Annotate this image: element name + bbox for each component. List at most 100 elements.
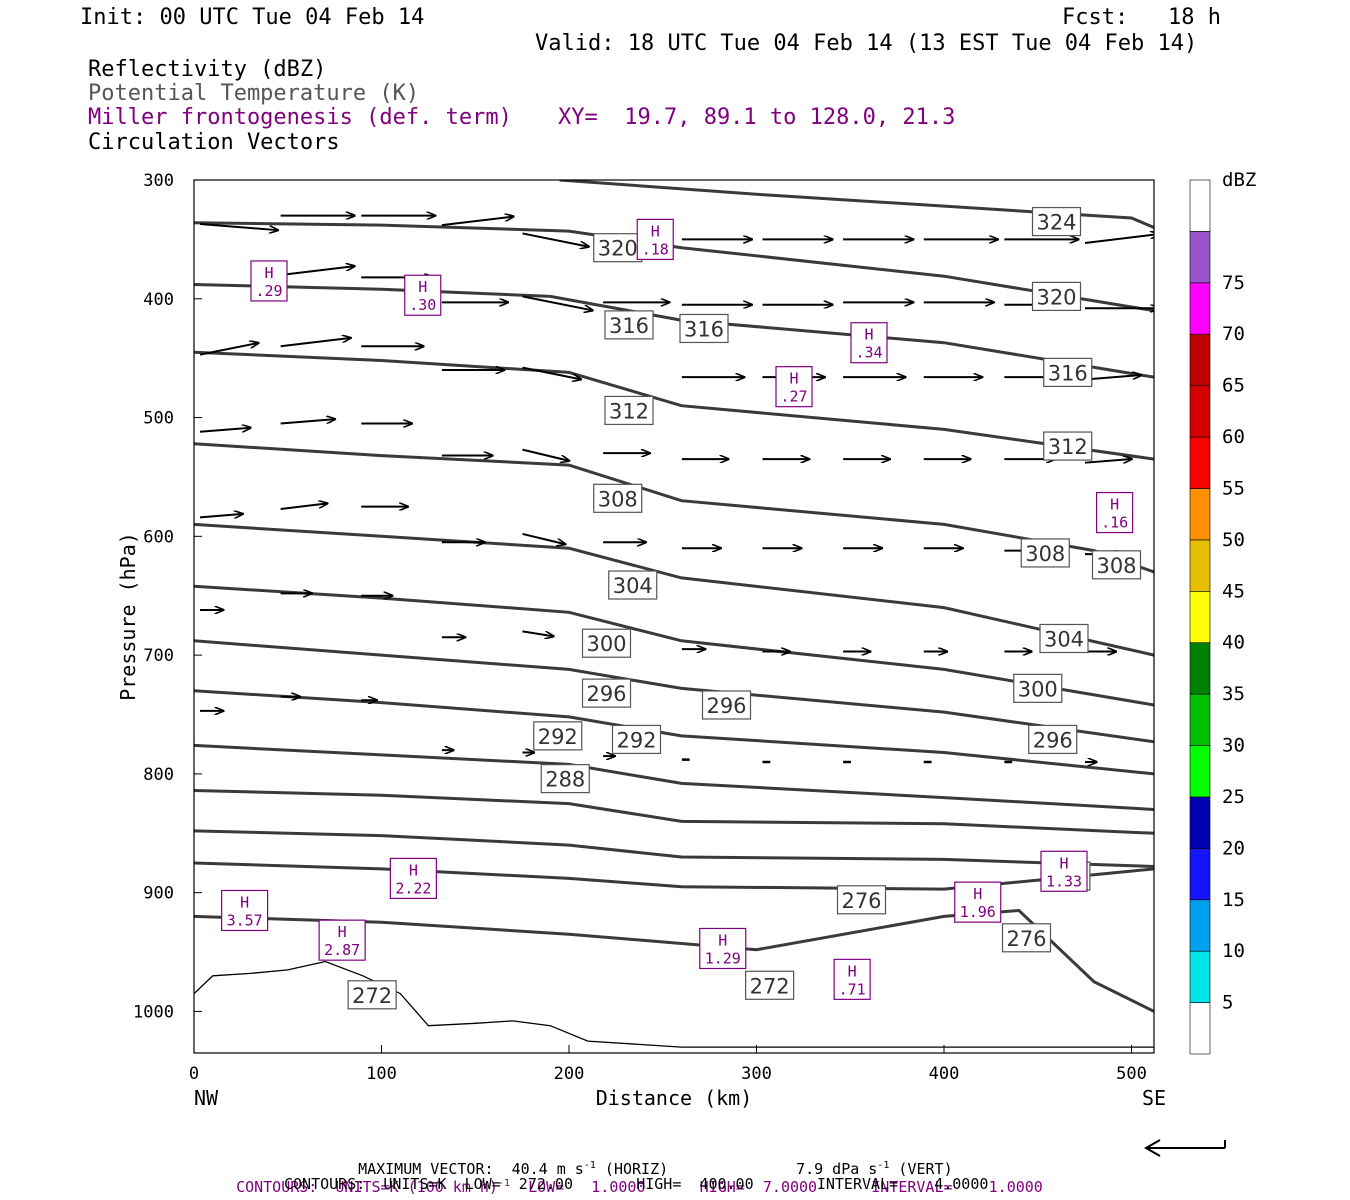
field-reflectivity: Reflectivity (dBZ) xyxy=(88,57,327,82)
valid-time: Valid: 18 UTC Tue 04 Feb 14 (13 EST Tue … xyxy=(535,31,1198,56)
se-end-label: SE xyxy=(1142,1086,1166,1110)
frontogenesis-max-marker: H xyxy=(240,893,249,911)
colorbar-segment xyxy=(1189,179,1211,232)
y-tick-label: 300 xyxy=(143,171,174,191)
theta-contour xyxy=(194,584,1154,707)
theta-label-box xyxy=(593,233,643,263)
frontogenesis-max-marker: H xyxy=(848,962,857,980)
frontogenesis-max-box xyxy=(1096,491,1134,534)
colorbar-segment xyxy=(1189,333,1211,386)
frontogenesis-max-marker: H xyxy=(338,923,347,941)
frontogenesis-max-value: .71 xyxy=(839,980,866,998)
colorbar-label: 65 xyxy=(1222,375,1245,397)
colorbar-segment xyxy=(1189,590,1211,644)
frontogenesis-max-box xyxy=(221,889,269,932)
colorbar-label: 20 xyxy=(1222,837,1245,859)
circulation-vector xyxy=(522,366,582,380)
colorbar-segment xyxy=(1189,231,1211,284)
circulation-vector xyxy=(522,532,566,544)
frontogenesis-max-value: .30 xyxy=(409,296,436,314)
field-frontogenesis: Miller frontogenesis (def. term) xyxy=(88,105,512,130)
y-tick-label: 800 xyxy=(143,765,174,785)
frontogenesis-max-marker: H xyxy=(1059,854,1068,872)
frontogenesis-max-value: 2.87 xyxy=(324,941,360,959)
theta-label-box xyxy=(836,885,887,915)
circulation-vector xyxy=(280,338,351,348)
theta-label: 296 xyxy=(1033,728,1073,752)
theta-label-box xyxy=(1091,550,1142,580)
frontogenesis-max-value: 3.57 xyxy=(227,911,263,929)
y-tick-label: 500 xyxy=(143,409,174,429)
theta-label-box xyxy=(604,310,654,340)
frontogenesis-max-value: .18 xyxy=(642,240,669,258)
colorbar-label: 75 xyxy=(1222,272,1245,294)
colorbar-unit: dBZ xyxy=(1222,169,1256,191)
frontogenesis-max-value: .29 xyxy=(255,282,282,300)
x-tick-label: 500 xyxy=(1116,1064,1147,1084)
theta-label: 324 xyxy=(1036,211,1076,235)
frontogenesis-max-marker: H xyxy=(864,326,873,344)
reference-vector-arrow xyxy=(1143,1139,1226,1157)
theta-label-box xyxy=(1039,623,1089,654)
frontogenesis-max-value: 1.96 xyxy=(960,903,996,921)
circulation-vector xyxy=(522,232,589,246)
frontogenesis-max-marker: H xyxy=(718,931,727,949)
theta-label-box xyxy=(604,395,654,426)
theta-label-box xyxy=(593,483,643,513)
reflectivity-colorbar: 5 10 15 20 25 30 35 40 45 50 55 60 65 70 75 dBZ xyxy=(1189,169,1256,1055)
field-circulation-vectors: Circulation Vectors xyxy=(88,130,340,155)
colorbar-segment xyxy=(1189,848,1211,901)
circulation-vector xyxy=(1084,459,1132,464)
theta-label: 320 xyxy=(598,237,638,261)
theta-label-box xyxy=(611,724,662,755)
colorbar-segment xyxy=(1189,282,1211,335)
frontogenesis-max-box xyxy=(250,260,288,302)
theta-label-box xyxy=(608,570,658,600)
colorbar-label: 40 xyxy=(1222,632,1245,654)
theta-label-box xyxy=(533,721,583,751)
colorbar-segment xyxy=(1189,436,1211,489)
frontogenesis-max-box xyxy=(775,366,813,408)
frontogenesis-max-marker: H xyxy=(973,885,982,903)
theta-label-box xyxy=(540,764,590,794)
theta-contour xyxy=(194,908,1154,1013)
frontogenesis-max-value: 1.29 xyxy=(705,949,741,967)
y-tick-label: 1000 xyxy=(133,1002,174,1022)
frontogenesis-max-marker: H xyxy=(1110,496,1119,514)
theta-label-box xyxy=(1031,281,1082,311)
frontogenesis-max-box xyxy=(954,881,1002,923)
x-axis-label: Distance (km) xyxy=(596,1086,753,1110)
theta-label: 292 xyxy=(616,728,656,752)
frontogenesis-max-box xyxy=(699,927,747,970)
theta-label: 300 xyxy=(586,632,626,656)
theta-label: 312 xyxy=(609,399,649,423)
theta-contour xyxy=(194,829,1154,868)
theta-contour xyxy=(194,522,1154,657)
circulation-vector xyxy=(280,266,355,277)
theta-label: 296 xyxy=(706,694,746,718)
circulation-vector xyxy=(280,419,336,425)
theta-label: 308 xyxy=(598,487,638,511)
terrain-line xyxy=(194,960,1154,1048)
theta-label: 276 xyxy=(1006,927,1046,951)
circulation-vector xyxy=(199,428,251,433)
frontogenesis-max-box xyxy=(404,274,442,316)
max-vector-text: MAXIMUM VECTOR: 40.4 m s-1 (HORIZ) xyxy=(358,1160,669,1178)
theta-label-box xyxy=(1020,538,1070,568)
theta-label-box xyxy=(1031,206,1082,237)
circulation-vector xyxy=(199,343,259,356)
cross-section-endpoints: XY= 19.7, 89.1 to 128.0, 21.3 xyxy=(558,105,956,130)
theta-label: 276 xyxy=(841,889,881,913)
frontogenesis-max-marker: H xyxy=(789,370,798,388)
x-tick-label: 0 xyxy=(189,1064,199,1084)
frontogenesis-max-box xyxy=(850,322,888,364)
colorbar-label: 50 xyxy=(1222,529,1245,551)
theta-label-box xyxy=(1043,431,1093,461)
theta-label-box xyxy=(701,690,752,720)
theta-label-box xyxy=(581,678,632,708)
theta-contour xyxy=(194,639,1154,744)
theta-label: 304 xyxy=(1044,627,1084,651)
x-tick-label: 300 xyxy=(741,1064,772,1084)
theta-label-box xyxy=(1043,357,1093,388)
